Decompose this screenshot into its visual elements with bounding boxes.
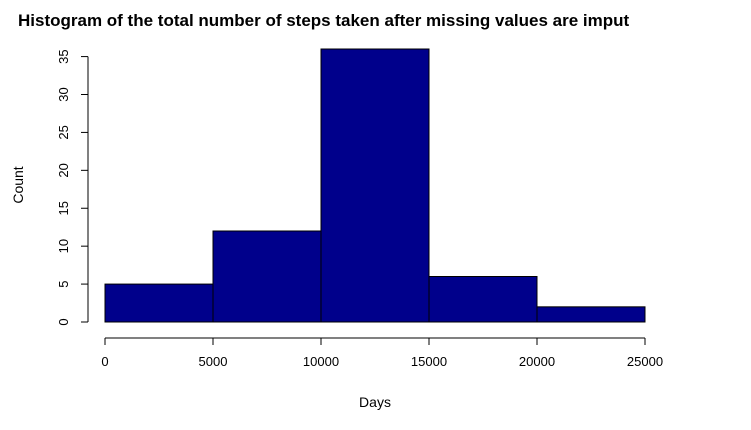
y-tick-label-0: 0 [56, 318, 71, 325]
y-tick-label-2: 10 [56, 239, 71, 253]
y-axis: 0 5 10 15 20 25 30 35 [56, 49, 89, 326]
x-tick-label-4: 20000 [519, 354, 555, 369]
y-axis-title: Count [10, 166, 26, 203]
y-tick-label-6: 30 [56, 87, 71, 101]
chart-title: Histogram of the total number of steps t… [18, 11, 630, 30]
y-tick-label-5: 25 [56, 125, 71, 139]
histogram-bar-3 [428, 276, 538, 323]
x-tick-label-3: 15000 [411, 354, 447, 369]
bars-group [104, 48, 646, 323]
histogram-bar-2 [320, 48, 430, 323]
x-axis: 0 5000 10000 15000 20000 25000 [101, 337, 663, 369]
y-tick-label-7: 35 [56, 49, 71, 63]
y-tick-label-3: 15 [56, 201, 71, 215]
x-tick-label-2: 10000 [303, 354, 339, 369]
histogram-bar-1 [212, 230, 322, 323]
x-tick-label-0: 0 [101, 354, 108, 369]
histogram-bar-4 [536, 306, 646, 323]
y-tick-label-1: 5 [56, 280, 71, 287]
x-axis-title: Days [359, 394, 391, 410]
y-tick-label-4: 20 [56, 163, 71, 177]
x-tick-label-5: 25000 [627, 354, 663, 369]
histogram-bar-0 [104, 283, 214, 323]
x-tick-label-1: 5000 [199, 354, 228, 369]
